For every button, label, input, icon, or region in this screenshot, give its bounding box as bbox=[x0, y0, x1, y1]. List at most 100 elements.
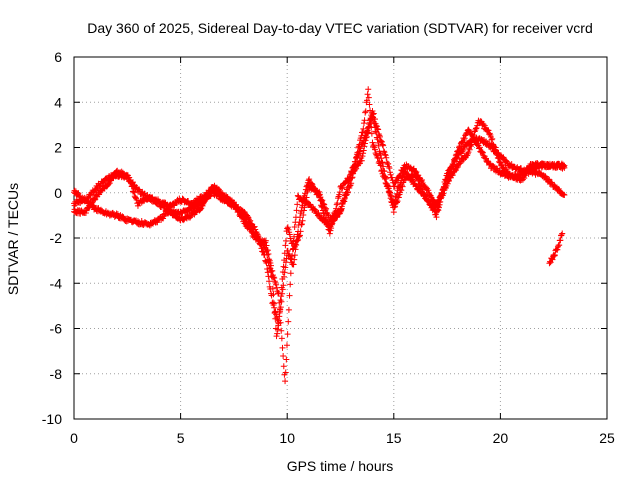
data-point bbox=[300, 207, 307, 214]
data-point bbox=[466, 127, 473, 134]
data-point bbox=[453, 151, 460, 158]
data-point bbox=[315, 209, 322, 216]
data-point bbox=[359, 153, 366, 160]
data-point bbox=[146, 222, 153, 229]
data-point bbox=[262, 237, 269, 244]
data-point bbox=[317, 197, 324, 204]
data-point bbox=[133, 195, 140, 202]
data-point bbox=[293, 207, 300, 214]
data-point bbox=[479, 149, 486, 156]
data-point bbox=[86, 204, 93, 211]
chart-title: Day 360 of 2025, Sidereal Day-to-day VTE… bbox=[87, 20, 593, 36]
data-point bbox=[256, 236, 263, 243]
data-point bbox=[426, 201, 433, 208]
data-point bbox=[239, 214, 246, 221]
data-point bbox=[375, 139, 382, 146]
data-point bbox=[284, 331, 291, 338]
data-point bbox=[387, 171, 394, 178]
data-point bbox=[454, 164, 461, 171]
data-point bbox=[71, 187, 78, 194]
data-point bbox=[340, 197, 347, 204]
data-point bbox=[114, 211, 121, 218]
data-point bbox=[289, 253, 296, 260]
data-point bbox=[291, 233, 298, 240]
data-point bbox=[370, 110, 377, 117]
data-point bbox=[457, 159, 464, 166]
data-point bbox=[316, 194, 323, 201]
data-point bbox=[494, 154, 501, 161]
data-point bbox=[247, 225, 254, 232]
data-point bbox=[383, 154, 390, 161]
data-point bbox=[397, 171, 404, 178]
data-point bbox=[282, 369, 289, 376]
data-point bbox=[282, 378, 289, 385]
data-point bbox=[263, 242, 270, 249]
data-point bbox=[91, 187, 98, 194]
data-point bbox=[280, 282, 287, 289]
data-point bbox=[113, 210, 120, 217]
data-point bbox=[542, 173, 549, 180]
data-point bbox=[370, 143, 377, 150]
data-point bbox=[290, 261, 297, 268]
data-point bbox=[289, 246, 296, 253]
data-point bbox=[336, 189, 343, 196]
data-point bbox=[346, 177, 353, 184]
data-point bbox=[275, 289, 282, 296]
data-point bbox=[383, 175, 390, 182]
data-point bbox=[440, 190, 447, 197]
data-point bbox=[175, 214, 182, 221]
data-point bbox=[558, 231, 565, 238]
data-point bbox=[286, 231, 293, 238]
data-point bbox=[435, 204, 442, 211]
data-point bbox=[273, 281, 280, 288]
data-point bbox=[315, 191, 322, 198]
y-tick-label: -2 bbox=[50, 230, 63, 246]
data-point bbox=[242, 218, 249, 225]
data-point bbox=[302, 186, 309, 193]
data-point bbox=[352, 158, 359, 165]
data-point bbox=[364, 91, 371, 98]
data-point bbox=[356, 148, 363, 155]
data-point bbox=[320, 210, 327, 217]
data-point bbox=[382, 174, 389, 181]
data-point bbox=[302, 190, 309, 197]
data-point bbox=[551, 252, 558, 259]
data-point bbox=[485, 127, 492, 134]
data-point bbox=[338, 203, 345, 210]
data-point bbox=[369, 107, 376, 114]
data-point bbox=[388, 174, 395, 181]
data-point bbox=[274, 330, 281, 337]
data-point bbox=[316, 212, 323, 219]
data-point bbox=[282, 264, 289, 271]
data-point bbox=[560, 163, 567, 170]
data-point bbox=[303, 183, 310, 190]
data-point bbox=[479, 149, 486, 156]
data-point bbox=[93, 192, 100, 199]
data-point bbox=[105, 181, 112, 188]
data-point bbox=[360, 147, 367, 154]
data-point bbox=[311, 184, 318, 191]
data-point bbox=[385, 185, 392, 192]
data-point bbox=[363, 128, 370, 135]
data-point bbox=[394, 198, 401, 205]
data-point bbox=[391, 183, 398, 190]
data-point bbox=[365, 124, 372, 131]
data-point bbox=[195, 197, 202, 204]
data-point bbox=[366, 101, 373, 108]
data-point bbox=[295, 236, 302, 243]
data-point bbox=[457, 145, 464, 152]
data-point bbox=[264, 247, 271, 254]
data-point bbox=[549, 256, 556, 263]
x-tick-label: 15 bbox=[386, 430, 402, 446]
data-point bbox=[366, 121, 373, 128]
data-point bbox=[284, 225, 291, 232]
data-point bbox=[378, 138, 385, 145]
data-point bbox=[471, 134, 478, 141]
grid bbox=[74, 57, 607, 419]
data-point bbox=[321, 209, 328, 216]
plot-frame bbox=[73, 56, 608, 420]
data-point bbox=[554, 246, 561, 253]
data-point bbox=[410, 170, 417, 177]
data-point bbox=[271, 300, 278, 307]
